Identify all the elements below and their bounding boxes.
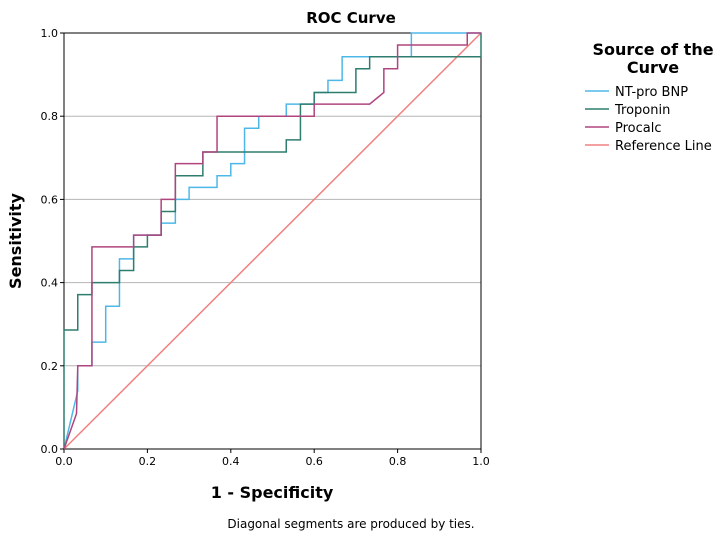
series-layer bbox=[63, 32, 482, 450]
y-tick-label-0: 0.0 bbox=[41, 443, 59, 456]
legend-label-procalc: Procalc bbox=[615, 121, 662, 136]
x-tick-label-4: 0.8 bbox=[389, 455, 407, 468]
legend-label-nt-pro-bnp: NT-pro BNP bbox=[615, 85, 688, 100]
y-axis-title: Sensitivity bbox=[6, 192, 25, 288]
y-tick-label-3: 0.6 bbox=[41, 193, 59, 206]
legend-items: NT-pro BNP Troponin Procalc Reference Line bbox=[585, 85, 712, 154]
x-axis-ticks: 0.0 0.2 0.4 0.6 0.8 1.0 bbox=[55, 449, 490, 468]
x-tick-label-5: 1.0 bbox=[472, 455, 490, 468]
x-axis-title: 1 - Specificity bbox=[211, 483, 334, 502]
series-line-procalc bbox=[63, 32, 481, 450]
legend-label-troponin: Troponin bbox=[614, 103, 670, 118]
series-line-reference-line bbox=[63, 32, 482, 450]
legend-title-line1: Source of the bbox=[592, 40, 713, 59]
x-tick-label-3: 0.6 bbox=[305, 455, 323, 468]
legend-label-reference-line: Reference Line bbox=[615, 139, 712, 154]
series-line-nt-pro-bnp bbox=[63, 32, 481, 450]
y-tick-label-2: 0.4 bbox=[41, 277, 59, 290]
legend: Source of the Curve NT-pro BNP Troponin Pr… bbox=[585, 40, 714, 154]
plot-area-frame bbox=[63, 32, 482, 450]
footnote: Diagonal segments are produced by ties. bbox=[227, 517, 474, 531]
y-tick-label-4: 0.8 bbox=[41, 110, 59, 123]
x-tick-label-2: 0.4 bbox=[222, 455, 240, 468]
y-tick-label-5: 1.0 bbox=[41, 27, 59, 40]
y-tick-label-1: 0.2 bbox=[41, 360, 59, 373]
x-tick-label-1: 0.2 bbox=[139, 455, 157, 468]
chart-title: ROC Curve bbox=[306, 9, 396, 27]
legend-title-line2: Curve bbox=[627, 58, 679, 77]
x-tick-label-0: 0.0 bbox=[55, 455, 73, 468]
y-axis-ticks: 0.0 0.2 0.4 0.6 0.8 1.0 bbox=[41, 27, 64, 456]
